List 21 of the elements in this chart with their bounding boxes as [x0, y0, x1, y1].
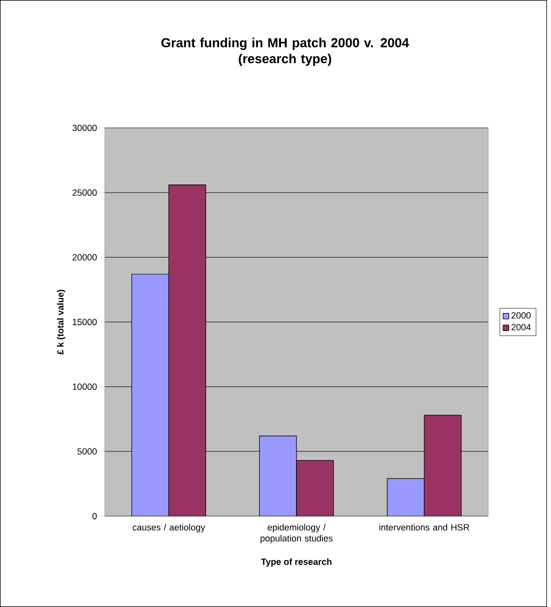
x-tick-label: interventions and HSR [379, 524, 469, 531]
bar [386, 478, 424, 516]
x-tick-label: epidemiology / population studies [260, 524, 332, 544]
y-tick-label: 0 [92, 512, 97, 520]
x-tick-label: causes / aetiology [132, 524, 205, 532]
bar [424, 414, 462, 516]
legend-label: 2004 [511, 324, 531, 330]
y-axis-title: £ k (total value) [56, 290, 66, 355]
x-axis-title: Type of research [260, 558, 332, 567]
chart-title: Grant funding in MH patch 2000 v. 2004 (research type) [161, 38, 409, 66]
y-tick-label: 10000 [72, 384, 97, 390]
y-tick-label: 15000 [72, 318, 97, 326]
legend-label: 2000 [511, 312, 530, 319]
bar [296, 460, 334, 516]
y-tick-label: 5000 [77, 448, 97, 455]
bar [258, 436, 297, 516]
y-tick-label: 30000 [72, 124, 97, 132]
y-tick-label: 25000 [72, 189, 97, 196]
y-tick-label: 20000 [72, 254, 97, 260]
bar [131, 274, 169, 516]
bar [168, 184, 206, 516]
